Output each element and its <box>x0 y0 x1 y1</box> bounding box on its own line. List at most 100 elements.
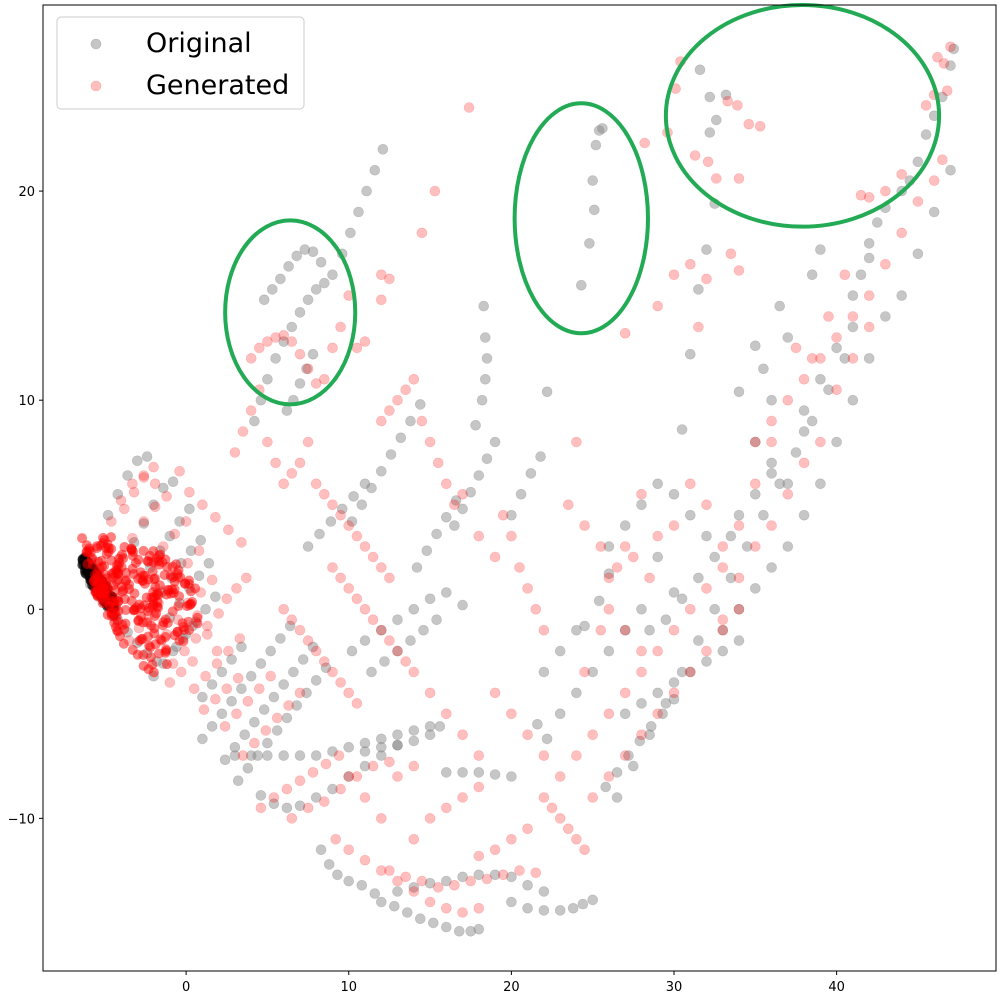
data-point-original <box>465 486 477 498</box>
data-point-generated <box>473 850 485 862</box>
data-point-original <box>945 60 956 71</box>
data-point-original <box>345 227 356 239</box>
data-point-original <box>600 781 612 793</box>
data-point-generated <box>717 541 729 552</box>
plot-frame <box>42 4 997 972</box>
data-point-original <box>216 666 228 678</box>
data-point-generated <box>318 656 330 667</box>
data-point-original <box>141 451 153 462</box>
data-point-generated <box>424 813 436 824</box>
data-point-original <box>725 530 737 542</box>
data-point-original <box>541 733 553 745</box>
data-point-original <box>489 436 501 448</box>
data-point-original <box>694 64 706 76</box>
data-point-generated <box>286 336 298 347</box>
data-point-original <box>369 164 381 176</box>
data-point-original <box>283 261 294 272</box>
data-point-original <box>709 603 721 615</box>
data-point-generated <box>847 311 859 322</box>
data-point-original <box>414 913 426 925</box>
data-point-generated <box>179 645 190 657</box>
data-point-original <box>346 645 358 657</box>
data-point-original <box>749 583 761 594</box>
data-point-generated <box>351 530 363 542</box>
cluster-point-generated <box>190 583 201 594</box>
data-point-original <box>302 541 314 552</box>
data-point-generated <box>619 624 631 636</box>
data-point-generated <box>408 666 420 678</box>
data-point-generated <box>286 468 298 479</box>
data-point-original <box>245 670 257 682</box>
data-point-generated <box>335 677 346 688</box>
data-point-original <box>440 587 452 598</box>
data-point-original <box>405 415 416 427</box>
data-point-original <box>766 468 777 479</box>
data-point-generated <box>603 771 615 782</box>
y-tick-label: −10 <box>8 812 35 827</box>
data-point-generated <box>619 541 631 552</box>
cluster-point-generated <box>149 623 160 634</box>
data-point-generated <box>400 384 412 396</box>
data-point-original <box>320 662 332 674</box>
data-point-original <box>255 790 267 801</box>
data-point-original <box>310 675 322 686</box>
data-point-generated <box>164 677 176 688</box>
data-point-generated <box>367 760 379 772</box>
data-point-generated <box>554 771 566 782</box>
data-point-original <box>823 384 834 396</box>
data-point-original <box>307 246 319 257</box>
data-point-original <box>749 436 761 448</box>
data-point-generated <box>416 227 428 239</box>
data-point-original <box>122 470 133 481</box>
data-point-generated <box>733 520 745 531</box>
data-point-generated <box>198 704 210 715</box>
data-point-generated <box>619 750 631 761</box>
data-point-original <box>611 792 623 803</box>
data-point-original <box>571 624 582 636</box>
data-point-generated <box>270 457 281 469</box>
data-point-generated <box>294 348 306 360</box>
cluster-point-generated <box>131 602 142 613</box>
data-point-generated <box>457 792 468 803</box>
data-point-original <box>359 746 371 757</box>
data-point-generated <box>717 614 729 626</box>
data-point-generated <box>182 557 193 569</box>
data-point-generated <box>278 603 290 615</box>
data-point-original <box>281 802 293 814</box>
cluster-point-generated <box>77 533 88 544</box>
data-point-original <box>693 572 704 584</box>
data-point-generated <box>489 687 501 699</box>
data-point-original <box>587 894 599 906</box>
data-point-original <box>291 700 303 711</box>
data-point-generated <box>237 426 249 437</box>
data-point-original <box>839 353 851 364</box>
data-point-original <box>414 399 426 410</box>
data-point-generated <box>432 457 444 469</box>
data-point-generated <box>798 457 810 469</box>
data-point-generated <box>245 353 257 364</box>
data-point-generated <box>375 415 387 427</box>
data-point-generated <box>465 875 477 887</box>
data-point-generated <box>375 562 387 573</box>
data-point-original <box>855 269 867 281</box>
data-point-generated <box>636 729 647 741</box>
data-point-original <box>431 614 442 626</box>
data-point-original <box>184 503 195 515</box>
data-point-original <box>465 925 477 937</box>
data-point-original <box>587 175 599 186</box>
legend-label-generated: Generated <box>146 70 289 101</box>
data-point-original <box>597 123 608 134</box>
data-point-original <box>327 269 338 281</box>
data-point-generated <box>232 672 244 684</box>
data-point-original <box>377 144 389 155</box>
data-point-generated <box>497 869 509 881</box>
data-point-generated <box>514 562 525 573</box>
cluster-point-generated <box>121 575 132 586</box>
data-point-generated <box>149 501 161 513</box>
data-point-generated <box>271 712 283 724</box>
data-point-original <box>332 869 343 881</box>
data-point-generated <box>863 290 875 301</box>
data-point-original <box>806 269 818 281</box>
data-point-generated <box>627 551 639 563</box>
cluster-point-generated <box>127 644 138 655</box>
